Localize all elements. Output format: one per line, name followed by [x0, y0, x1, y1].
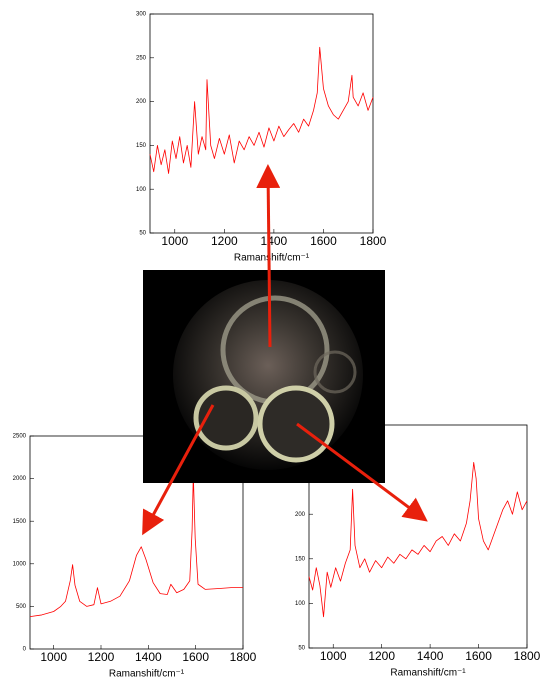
y-tick-label: 200	[295, 512, 306, 518]
y-tick-label: 300	[136, 12, 147, 18]
x-tick-label: 1200	[211, 234, 238, 248]
y-tick-label: 1500	[13, 519, 27, 525]
x-axis-label: Ramanshift/cm⁻¹	[109, 669, 185, 680]
y-tick-label: 200	[136, 99, 147, 105]
y-tick-label: 100	[136, 187, 147, 193]
arrow	[296, 422, 428, 522]
plot-frame	[149, 13, 374, 234]
microscope-image	[143, 270, 385, 483]
y-tick-label: 1000	[13, 561, 27, 567]
image-cell	[257, 385, 335, 463]
arrow	[142, 404, 215, 536]
arrow	[256, 164, 281, 348]
spectrum-line	[149, 46, 374, 174]
x-axis-label: Ramanshift/cm⁻¹	[234, 253, 310, 264]
y-tick-label: 150	[136, 143, 147, 149]
x-tick-label: 1000	[161, 234, 188, 248]
y-tick-label: 250	[136, 55, 147, 61]
y-tick-label: 2000	[13, 476, 27, 482]
x-tick-label: 1600	[182, 650, 209, 664]
image-cell	[313, 350, 357, 394]
y-tick-label: 2500	[13, 434, 27, 440]
x-tick-label: 1400	[135, 650, 162, 664]
x-tick-label: 1600	[310, 234, 337, 248]
x-tick-label: 1800	[230, 650, 257, 664]
arrows	[142, 164, 428, 536]
y-tick-label: 100	[295, 601, 306, 607]
x-tick-label: 1000	[320, 649, 347, 663]
y-tick-label: 500	[16, 604, 27, 610]
y-tick-label: 150	[295, 556, 306, 562]
x-tick-label: 1600	[465, 649, 492, 663]
image-cell	[193, 385, 259, 451]
x-tick-label: 1400	[417, 649, 444, 663]
x-tick-label: 1200	[88, 650, 115, 664]
x-tick-label: 1200	[368, 649, 395, 663]
x-tick-label: 1000	[40, 650, 67, 664]
x-tick-label: 1400	[261, 234, 288, 248]
spectrum-line	[308, 462, 528, 618]
y-tick-label: 50	[139, 231, 146, 237]
x-tick-label: 1800	[514, 649, 540, 663]
x-tick-label: 1800	[360, 234, 387, 248]
y-tick-label: 50	[298, 646, 305, 652]
x-axis-label: Ramanshift/cm⁻¹	[390, 668, 466, 679]
spectrum-line	[29, 473, 243, 618]
y-tick-label: 0	[23, 647, 27, 653]
